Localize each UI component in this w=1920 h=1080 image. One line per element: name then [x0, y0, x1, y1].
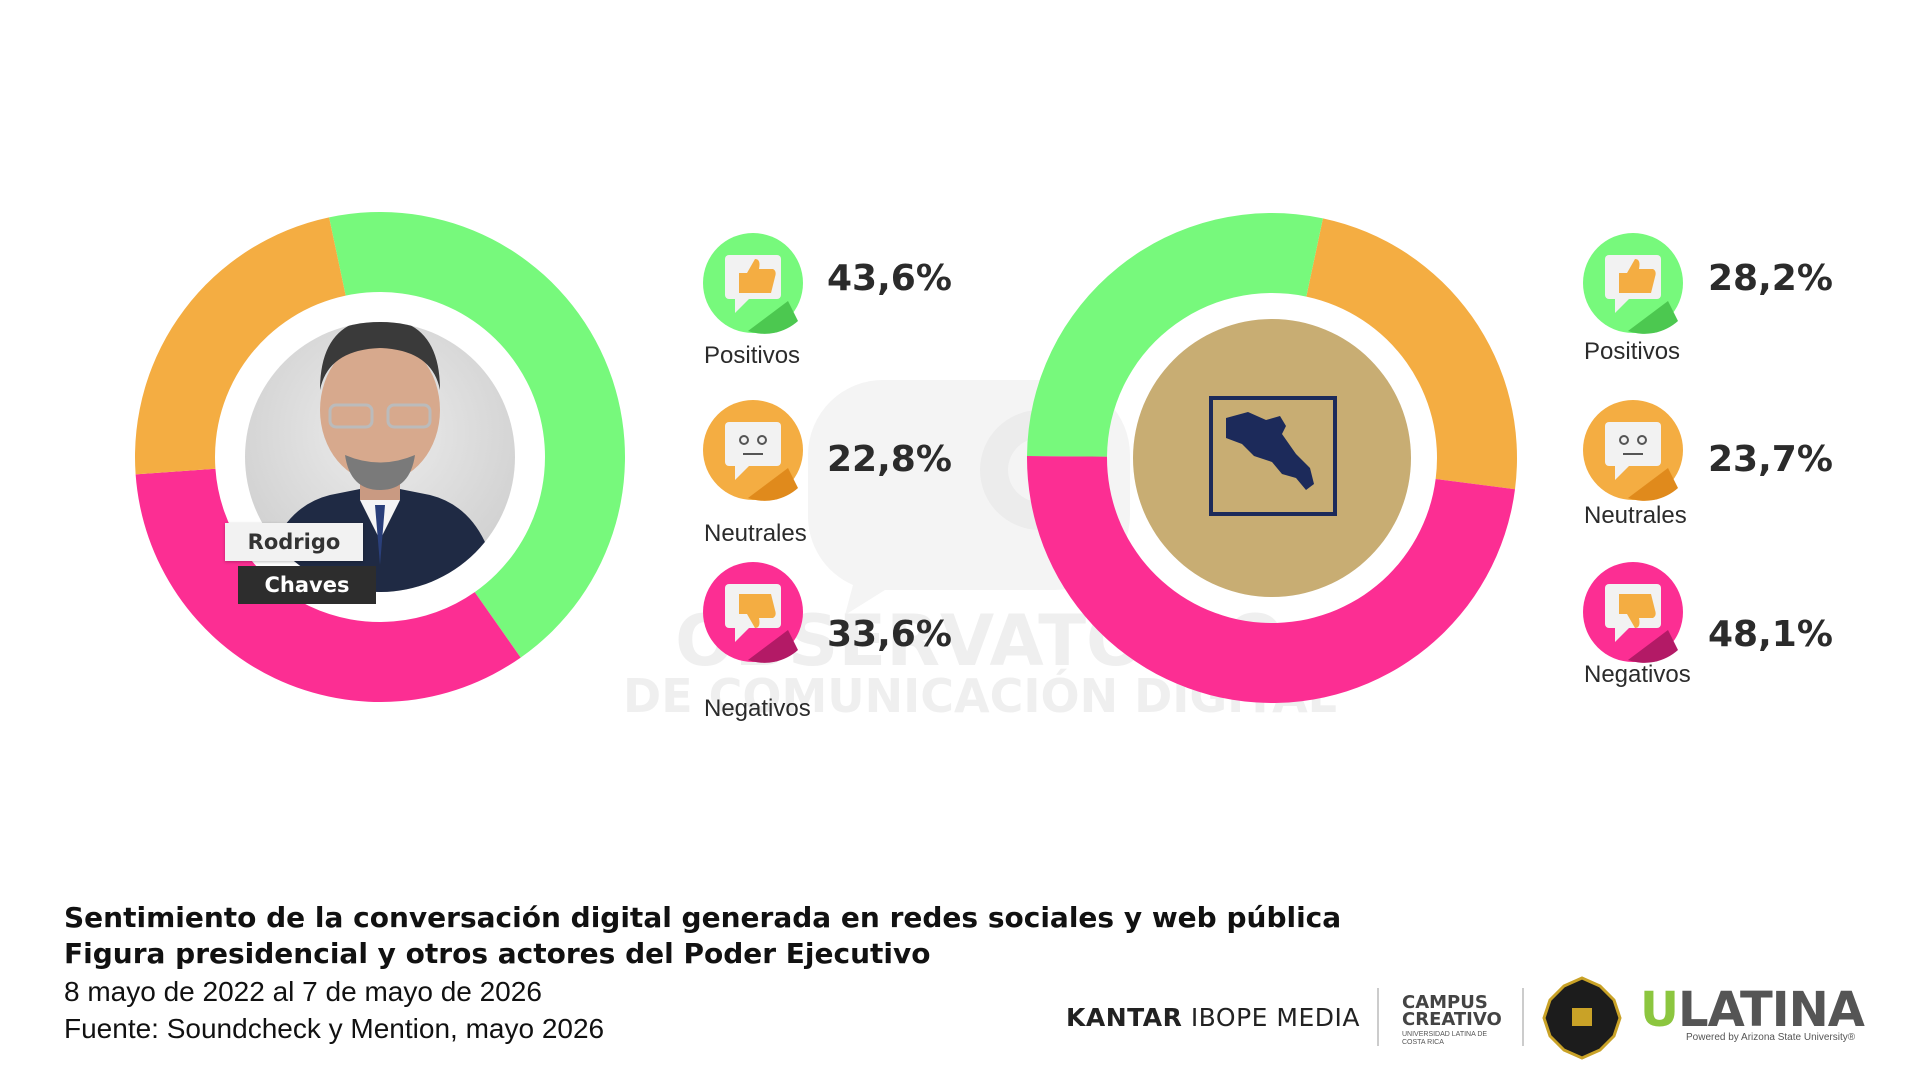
ulatina-powered-by: Powered by Arizona State University® [1686, 1032, 1856, 1043]
chart1-neutral-label: Neutrales [704, 520, 807, 547]
caption-title-1: Sentimiento de la conversación digital g… [64, 901, 1342, 934]
negative-thumbs-down-icon [1583, 562, 1683, 663]
kantar-ibope-media-logo: KANTAR IBOPE MEDIA [1066, 1003, 1360, 1032]
costa-rica-map-icon [1226, 412, 1314, 490]
chart1-positive-value: 43,6% [827, 258, 952, 299]
campus-creativo-logo: CAMPUS CREATIVO UNIVERSIDAD LATINA DE CO… [1402, 992, 1502, 1047]
ulatina-logo: ULATINA [1640, 982, 1865, 1038]
logo-divider [1522, 988, 1524, 1046]
donut2-slice-negativos [1027, 455, 1516, 704]
chart1-negative-label: Negativos [704, 695, 811, 722]
chart2-neutral-value: 23,7% [1708, 439, 1833, 480]
caption-dates: 8 mayo de 2022 al 7 de mayo de 2026 [64, 976, 542, 1007]
chart1-neutral-value: 22,8% [827, 439, 952, 480]
chart1-negative-value: 33,6% [827, 614, 952, 655]
chart2-neutral-label: Neutrales [1584, 502, 1687, 529]
donut2-slice-neutrales [1306, 218, 1518, 490]
donut1-slice-positivos [329, 211, 626, 658]
caption-title-2: Figura presidencial y otros actores del … [64, 937, 931, 970]
chart1-positive-label: Positivos [704, 342, 801, 369]
donut1-slice-negativos [135, 468, 521, 702]
negative-thumbs-down-icon [703, 562, 803, 663]
neutral-face-icon [1583, 400, 1683, 501]
name-tag-first: Rodrigo [225, 523, 363, 561]
chart2-negative-value: 48,1% [1708, 614, 1833, 655]
positive-thumbs-up-icon [1583, 233, 1683, 334]
caption-source: Fuente: Soundcheck y Mention, mayo 2026 [64, 1013, 605, 1044]
logo-divider [1377, 988, 1379, 1046]
neutral-face-icon [703, 400, 803, 501]
chart2-negative-label: Negativos [1584, 661, 1691, 688]
positive-thumbs-up-icon [703, 233, 803, 334]
name-tag-last: Chaves [238, 566, 376, 604]
donut2-slice-positivos [1027, 212, 1323, 457]
chart2-positive-label: Positivos [1584, 338, 1681, 365]
chart2-positive-value: 28,2% [1708, 258, 1833, 299]
donut1-slice-neutrales [135, 217, 346, 475]
